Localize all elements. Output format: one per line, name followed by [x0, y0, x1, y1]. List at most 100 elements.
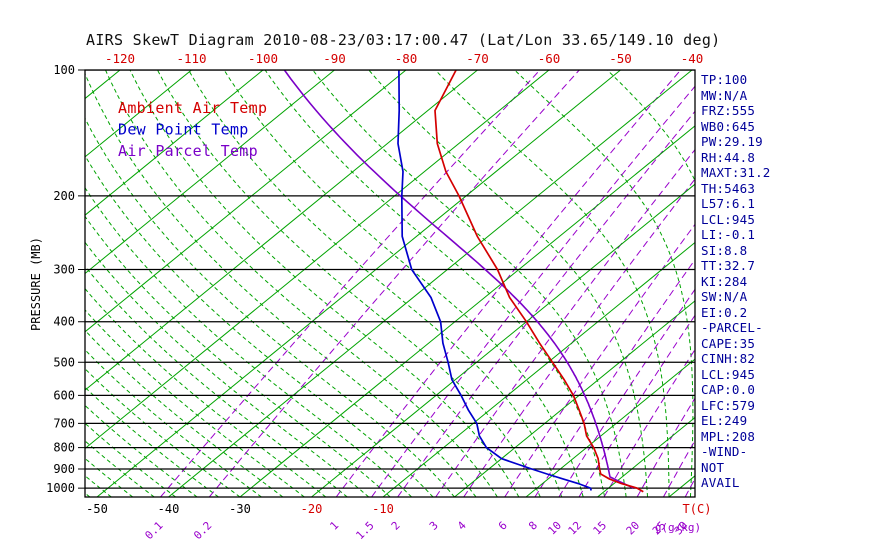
moist-adiabat-line [223, 70, 584, 497]
stats-line: TH:5463 [701, 180, 756, 196]
isotherm-line [382, 241, 695, 497]
top-axis-tick-label: -90 [323, 51, 346, 66]
mixing-ratio-label: 12 [566, 519, 585, 538]
mixing-ratio-line [603, 348, 695, 497]
parcel-temp-curve [283, 70, 634, 489]
pressure-tick-label: 700 [53, 416, 75, 430]
isotherm-line [96, 70, 621, 497]
moist-adiabat-line [188, 70, 563, 497]
moist-adiabat-line [435, 70, 670, 497]
moist-adiabat-line [514, 70, 694, 497]
top-axis-tick-label: -40 [681, 51, 704, 66]
stats-line: L57:6.1 [701, 196, 756, 211]
bottom-axis-tick-label: -10 [372, 502, 394, 516]
stats-line: MPL:208 [701, 428, 756, 444]
stats-line: SI:8.8 [701, 242, 748, 258]
chart-title: AIRS SkewT Diagram 2010-08-23/03:17:00.4… [86, 31, 721, 49]
stats-line: CINH:82 [701, 351, 756, 366]
moist-adiabat-line [85, 117, 455, 497]
moist-adiabat-line [85, 475, 112, 497]
moist-adiabat-line [85, 241, 370, 497]
top-axis-tick-label: -60 [538, 51, 561, 66]
moist-adiabats [85, 70, 695, 497]
moist-adiabat-line [85, 309, 305, 497]
moist-adiabat-line [85, 265, 348, 497]
pressure-tick-label: 400 [53, 315, 75, 329]
isotherm-line [597, 416, 695, 497]
moist-adiabat-line [85, 287, 327, 497]
stats-line: LFC:579 [701, 397, 756, 413]
mixing-ratio-line [534, 258, 695, 497]
legend-item: Air Parcel Temp [118, 142, 258, 160]
top-axis-tick-label: -50 [609, 51, 632, 66]
stats-line: LCL:945 [701, 366, 756, 382]
isotherm-line [85, 70, 192, 158]
plot-frame [84, 69, 696, 498]
pressure-tick-label: 100 [53, 63, 75, 77]
mixing-ratio-label: 10 [545, 519, 564, 538]
isotherm-line [239, 125, 695, 497]
mixing-ratio-line [397, 110, 695, 497]
mixing-ratio-label: 6 [496, 519, 510, 533]
stats-line: NOT [701, 459, 725, 475]
moist-adiabat-line [85, 404, 198, 497]
isotherm-line [85, 70, 121, 100]
mixing-ratio-line [578, 314, 695, 497]
stats-line: CAPE:35 [701, 335, 756, 351]
stats-line: SW:N/A [701, 289, 748, 304]
top-axis-tick-label: -120 [105, 51, 135, 66]
stats-line: WB0:645 [701, 118, 756, 134]
isotherm-line [85, 70, 478, 391]
mixing-ratio-label: 3 [427, 519, 441, 533]
ambient-temp-curve [434, 70, 644, 493]
top-axis-tick-label: -110 [176, 51, 206, 66]
bottom-axis-tick-label: -50 [86, 502, 108, 516]
pressure-tick-label: 900 [53, 462, 75, 476]
bottom-axis-tick-label: -30 [229, 502, 251, 516]
top-axis-tick-label: -70 [466, 51, 489, 66]
mixing-ratio-line [662, 439, 695, 497]
bottom-axis-tick-label: -20 [301, 502, 323, 516]
isotherm-line [85, 70, 264, 216]
mixing-ratio-label: 1.5 [353, 519, 376, 542]
dewpoint-curve [397, 70, 593, 491]
mixing-ratio-label: 0.1 [142, 519, 165, 542]
mixing-ratio-line [435, 148, 695, 497]
moist-adiabat-line [85, 186, 412, 497]
moist-adiabat-line [85, 349, 262, 497]
top-axis-tick-label: -80 [395, 51, 418, 66]
mixing-ratio-line [371, 85, 695, 497]
moist-adiabat-line [368, 70, 648, 497]
stats-line: MAXT:31.2 [701, 165, 771, 180]
stats-line: -WIND- [701, 444, 748, 459]
isotherm-line [454, 300, 695, 497]
mixing-ratio-label: 20 [624, 519, 643, 538]
moist-adiabat-line [85, 368, 241, 497]
moist-adiabat-line [85, 215, 391, 497]
pressure-tick-label: 1000 [46, 481, 75, 495]
isotherm-line [168, 70, 693, 497]
isotherm-line [85, 70, 407, 333]
isotherm-line [85, 70, 550, 450]
temp-unit-label: T(C) [683, 502, 712, 516]
pressure-axis-title: PRESSURE (MB) [29, 237, 43, 331]
moist-adiabat-line [85, 329, 284, 497]
stats-line: LI:-0.1 [701, 227, 756, 242]
mixing-ratio-line [335, 70, 681, 497]
pressure-tick-label: 600 [53, 388, 75, 402]
stats-panel: TP:100 MW:N/A FRZ:555 WB0:645 PW:29.19 RH:44.… [701, 72, 771, 491]
mixing-ratio-line [636, 397, 695, 497]
pressure-tick-label: 500 [53, 355, 75, 369]
moist-adiabat-line [157, 70, 541, 497]
moist-adiabat-line [85, 386, 219, 497]
stats-line: TP:100 [701, 72, 748, 87]
stats-line: CAP:0.0 [701, 382, 756, 397]
mixing-ratio-label: 1 [327, 519, 341, 533]
stats-line: MW:N/A [701, 87, 748, 103]
mixing-ratio-label: 2 [389, 519, 403, 533]
mixing-ratio-line [558, 288, 695, 497]
stats-line: EL:249 [701, 413, 748, 428]
moist-adiabat-line [264, 70, 606, 497]
stats-line: PW:29.19 [701, 134, 763, 149]
